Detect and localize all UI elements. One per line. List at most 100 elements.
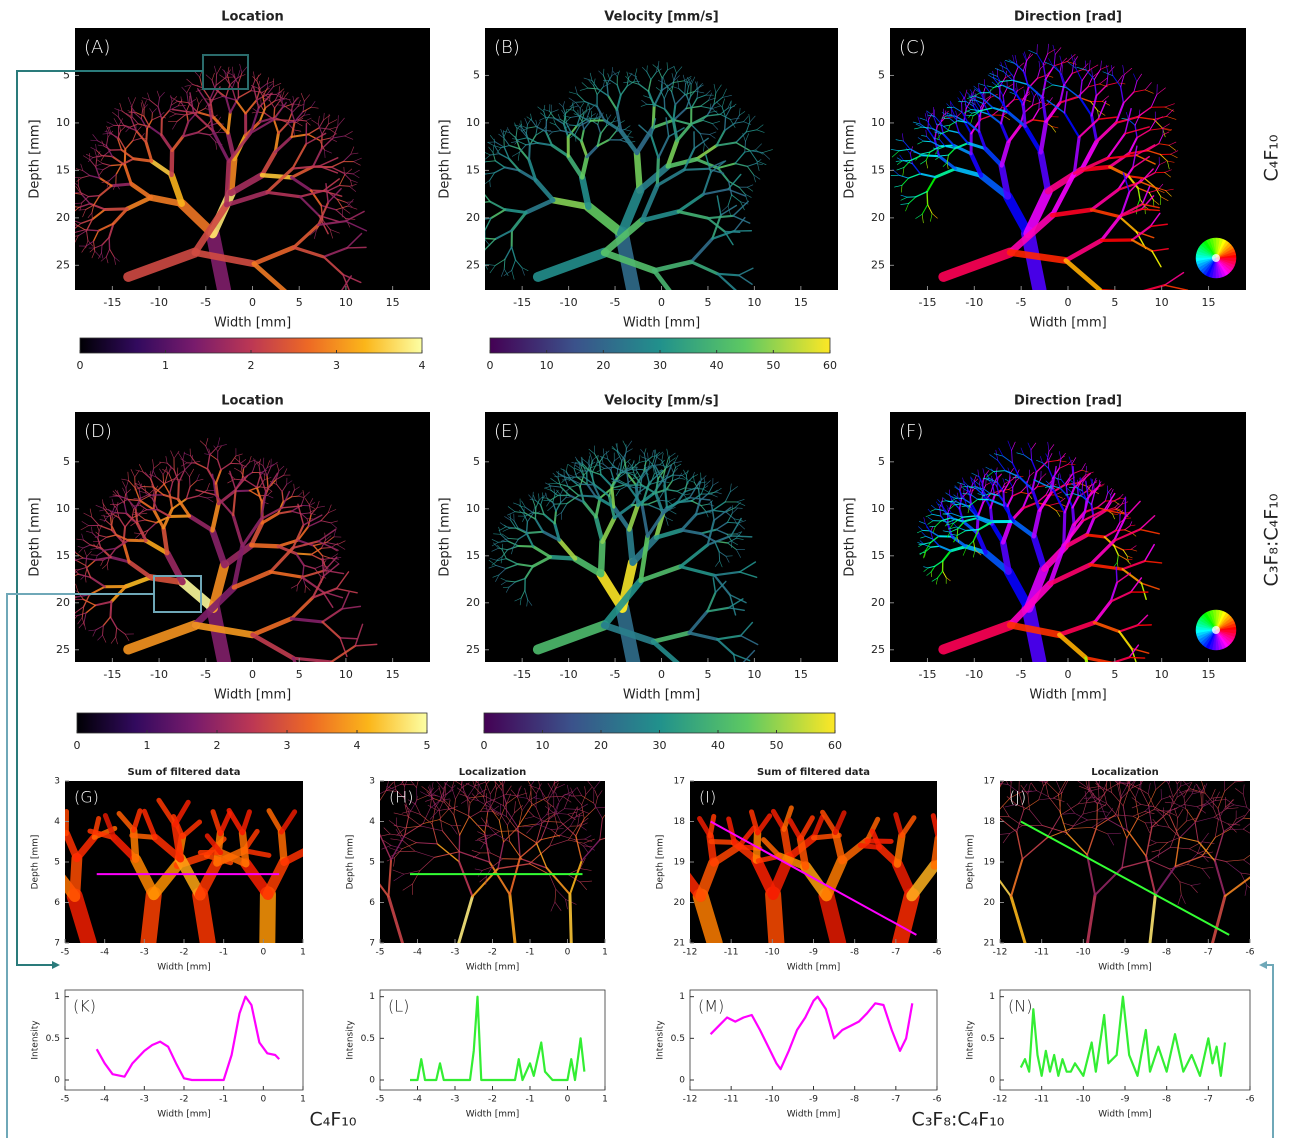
vessel [390, 769, 399, 776]
vessel [349, 767, 355, 779]
vessel [619, 834, 635, 838]
vessel [143, 487, 154, 488]
vessel [68, 230, 75, 232]
vessel [311, 805, 314, 815]
vessel [631, 821, 643, 823]
vessel [317, 293, 340, 301]
vessel [963, 785, 975, 791]
vessel [110, 602, 111, 617]
colorbar-tick-label: 0 [74, 739, 81, 752]
vessel [473, 250, 485, 254]
vessel [997, 793, 998, 812]
x-tick-label: 0 [658, 668, 665, 681]
vessel [1257, 778, 1263, 788]
vessel [304, 860, 319, 864]
y-axis-label: Depth [mm] [843, 497, 858, 576]
vessel [474, 176, 479, 181]
colorbar-tick-label: 0 [481, 739, 488, 752]
vessel [317, 301, 331, 321]
x-tick-label: -15 [513, 296, 531, 309]
panel-label: (F) [899, 421, 923, 442]
vessel [267, 476, 268, 489]
vessel [645, 846, 656, 847]
y-tick-label: 10 [56, 116, 70, 129]
vessel [942, 780, 950, 790]
vessel [336, 789, 342, 802]
vessel [358, 768, 366, 777]
panel-title: Localization [459, 767, 527, 778]
y-tick-label: 20 [674, 898, 686, 908]
vessel [1268, 796, 1279, 798]
vessel [1129, 677, 1145, 683]
vessel [124, 527, 125, 543]
x-tick-label: -12 [683, 948, 698, 958]
x-axis-label: Width [mm] [214, 688, 291, 703]
vessel [351, 782, 366, 789]
column-label: C₃F₈:C₄F₁₀ [912, 1109, 1005, 1131]
vessel [684, 169, 707, 170]
vessel [470, 236, 475, 243]
panel-title: Velocity [mm/s] [604, 10, 718, 25]
x-tick-label: -11 [724, 948, 739, 958]
vessel [555, 511, 556, 523]
x-axis-label: Width [mm] [787, 963, 841, 973]
y-tick-label: 25 [466, 643, 480, 656]
vessel [366, 790, 376, 807]
vessel [1132, 343, 1151, 344]
vessel [1287, 780, 1289, 793]
y-axis-label: Depth [mm] [28, 497, 43, 576]
vessel [1225, 765, 1231, 776]
vessel [657, 158, 658, 186]
vessel [688, 355, 702, 366]
colorbar-tick-label: 10 [540, 359, 554, 372]
x-tick-label: -15 [103, 668, 121, 681]
x-tick-label: 5 [704, 296, 711, 309]
vessel [310, 864, 319, 876]
vessel [341, 784, 350, 789]
vessel [281, 832, 284, 862]
vessel [934, 850, 957, 866]
y-tick-label: 10 [466, 116, 480, 129]
vessel [1275, 806, 1282, 814]
vessel [619, 823, 631, 834]
vessel [731, 536, 752, 537]
vessel [943, 798, 958, 799]
colorbar-tick-label: 2 [248, 359, 255, 372]
vessel [344, 782, 355, 795]
vessel [1064, 513, 1065, 546]
vessel [178, 482, 179, 499]
vessel [63, 206, 70, 210]
vessel [1073, 508, 1074, 525]
vessel [226, 162, 228, 205]
x-tick-label: -5 [610, 668, 621, 681]
vessel [479, 262, 483, 270]
y-tick-label: 20 [871, 211, 885, 224]
vessel [969, 802, 981, 811]
y-tick-label: 5 [369, 858, 375, 868]
vessel [1092, 354, 1104, 371]
vessel [1262, 820, 1272, 829]
vessel [1254, 875, 1263, 881]
image-panel: (J)Localization-12-11-10-9-8-7-617181920… [898, 761, 1291, 972]
y-axis-label: Depth [mm] [438, 497, 453, 576]
x-tick-label: -5 [61, 948, 70, 958]
panel-title: Location [221, 394, 284, 409]
x-axis-label: Width [mm] [623, 316, 700, 331]
vessel [635, 838, 645, 846]
x-tick-label: -10 [765, 948, 780, 958]
y-tick-label: 6 [369, 898, 375, 908]
x-tick-label: 0 [1065, 296, 1072, 309]
x-tick-label: 15 [1202, 668, 1216, 681]
vessel [996, 784, 1001, 798]
vessel [355, 768, 362, 779]
x-tick-label: -15 [513, 668, 531, 681]
vessel [1263, 787, 1265, 802]
vessel [996, 772, 1000, 784]
colorbar-tick-label: 10 [536, 739, 550, 752]
colorbar: 01234 [77, 338, 426, 372]
x-tick-label: -5 [1016, 668, 1027, 681]
y-axis-label: Depth [mm] [656, 835, 666, 890]
vessel [575, 102, 585, 103]
vessel [216, 74, 217, 85]
vessel [1056, 769, 1057, 780]
